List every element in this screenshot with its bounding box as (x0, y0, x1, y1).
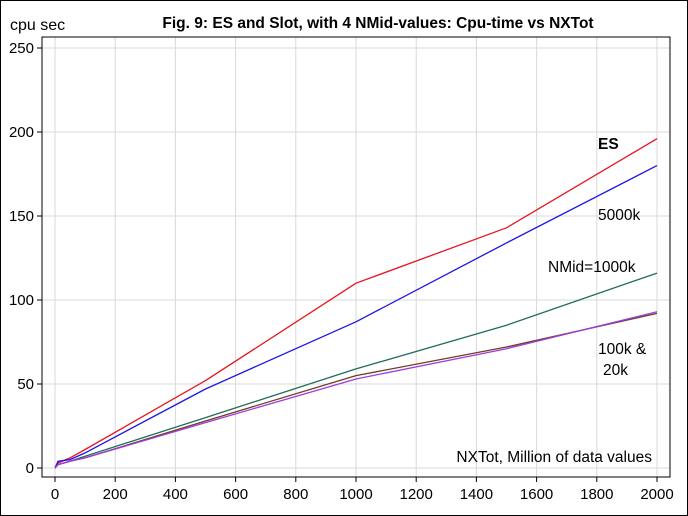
x-tick-label: 0 (51, 486, 59, 503)
x-tick-label: 1400 (460, 486, 493, 503)
x-axis-label: NXTot, Million of data values (456, 449, 652, 466)
annotation-es: ES (598, 136, 619, 153)
x-tick-label: 1200 (400, 486, 433, 503)
x-tick-label: 1600 (520, 486, 553, 503)
x-tick-label: 2000 (640, 486, 673, 503)
x-axis: 0 200 400 600 800 1000 1200 1400 1600 1800 2000 (51, 477, 674, 503)
y-axis-label: cpu sec (10, 17, 65, 34)
y-tick-label: 200 (9, 124, 34, 141)
y-tick-label: 0 (26, 460, 34, 477)
x-tick-label: 1800 (580, 486, 613, 503)
series-line-20k (54, 311, 658, 469)
grid-lines (42, 37, 670, 477)
series-line-ES (54, 138, 658, 469)
x-tick-label: 600 (223, 486, 248, 503)
annotation-100k: 100k & (598, 341, 647, 358)
y-axis: 0 50 100 150 200 250 (9, 40, 42, 477)
annotation-1000k: 1000k (593, 259, 635, 276)
x-tick-label: 800 (283, 486, 308, 503)
series-line-5000k (54, 165, 658, 469)
x-tick-label: 400 (163, 486, 188, 503)
series-lines (54, 138, 658, 469)
x-tick-label: 200 (103, 486, 128, 503)
x-tick-label: 1000 (339, 486, 372, 503)
annotation-20k: 20k (603, 362, 628, 379)
annotation-nmid-prefix: NMid= (548, 259, 593, 276)
y-tick-label: 150 (9, 208, 34, 225)
y-tick-label: 50 (17, 376, 34, 393)
annotation-5000k: 5000k (598, 207, 640, 224)
y-tick-label: 250 (9, 40, 34, 57)
y-tick-label: 100 (9, 292, 34, 309)
annotation-nmid: NMid=1000k (548, 259, 636, 276)
chart-title: Fig. 9: ES and Slot, with 4 NMid-values:… (162, 15, 593, 32)
